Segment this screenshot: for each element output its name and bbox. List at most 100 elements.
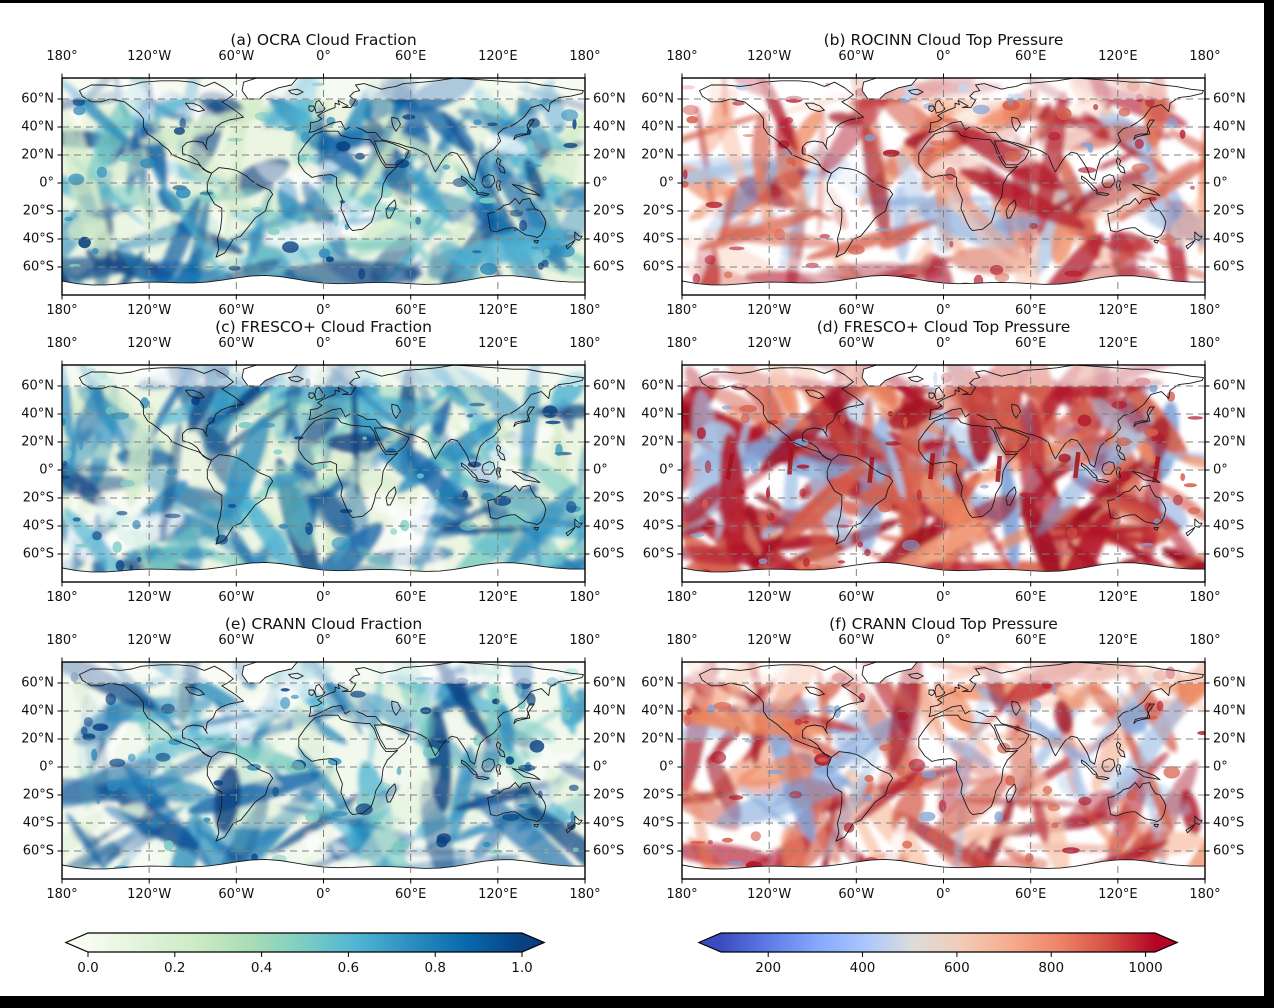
- lat-tick-label-right: 0°: [1213, 462, 1228, 478]
- lon-tick-label-bottom: 60°E: [395, 303, 427, 318]
- panel-title-e: (e) CRANN Cloud Fraction: [224, 615, 423, 633]
- lat-tick-label-left: 60°N: [21, 91, 54, 107]
- lon-tick-label-top: 60°E: [395, 336, 427, 351]
- lat-tick-label-right: 20°S: [1213, 203, 1245, 219]
- lon-tick-label-bottom: 180°: [569, 303, 601, 318]
- lon-tick-label-top: 60°E: [1015, 633, 1047, 648]
- colorbar-gradient-cloud_top_pressure: [697, 932, 1179, 957]
- lat-tick-label-left: 20°S: [642, 203, 674, 219]
- lat-tick-label-left: 40°N: [21, 406, 54, 422]
- lat-tick-label-right: 40°S: [1213, 518, 1245, 534]
- lon-tick-label-top: 120°E: [478, 336, 518, 351]
- lon-tick-label-top: 180°: [46, 49, 78, 64]
- panel-title-b: (b) ROCINN Cloud Top Pressure: [823, 31, 1064, 49]
- colorbar-gradient-cloud_fraction: [64, 932, 546, 957]
- colorbar-tick-label: 0.6: [337, 960, 360, 976]
- lon-tick-label-top: 120°E: [1098, 633, 1138, 648]
- lat-tick-label-right: 0°: [593, 462, 608, 478]
- lat-tick-label-right: 60°N: [593, 91, 626, 107]
- graticule-gridlines: [62, 662, 585, 879]
- lat-tick-label-left: 20°S: [642, 787, 674, 803]
- lon-tick-label-top: 180°: [666, 336, 698, 351]
- lon-tick-label-top: 180°: [1189, 49, 1221, 64]
- lon-tick-label-top: 180°: [666, 633, 698, 648]
- lon-tick-label-top: 60°E: [395, 633, 427, 648]
- lat-tick-label-right: 60°S: [1213, 843, 1245, 859]
- map-border: [681, 77, 1206, 296]
- lon-tick-label-bottom: 120°W: [127, 590, 172, 605]
- lon-tick-label-bottom: 120°W: [747, 887, 792, 902]
- lat-tick-label-left: 40°N: [641, 119, 674, 135]
- lon-tick-label-top: 180°: [569, 633, 601, 648]
- graticule-gridlines: [682, 78, 1205, 295]
- lat-tick-label-left: 20°N: [21, 434, 54, 450]
- lat-tick-label-left: 40°S: [22, 518, 54, 534]
- lon-tick-label-bottom: 60°E: [395, 887, 427, 902]
- lon-tick-label-top: 120°W: [127, 336, 172, 351]
- lat-tick-label-right: 60°S: [593, 259, 625, 275]
- map-a: [57, 73, 590, 300]
- colorbar-tick-label: 1000: [1128, 960, 1163, 976]
- lon-tick-label-bottom: 120°W: [127, 303, 172, 318]
- lat-tick-label-right: 40°S: [593, 815, 625, 831]
- lat-tick-label-left: 60°S: [642, 546, 674, 562]
- lon-tick-label-top: 60°E: [395, 49, 427, 64]
- lat-tick-label-right: 20°N: [593, 731, 626, 747]
- map-d: [677, 360, 1210, 587]
- lat-tick-label-right: 60°N: [1213, 378, 1246, 394]
- lon-tick-label-bottom: 0°: [936, 303, 951, 318]
- lat-tick-label-right: 20°N: [1213, 434, 1246, 450]
- lon-tick-label-bottom: 120°W: [127, 887, 172, 902]
- map-b: [677, 73, 1210, 300]
- lat-tick-label-right: 20°N: [1213, 147, 1246, 163]
- lon-tick-label-top: 180°: [46, 336, 78, 351]
- lon-tick-label-bottom: 180°: [666, 303, 698, 318]
- lat-tick-label-left: 0°: [659, 175, 674, 191]
- lon-tick-label-bottom: 180°: [1189, 887, 1221, 902]
- panel-c-fresco-cloud-fraction: (c) FRESCO+ Cloud Fraction 180° 180° 120°W…: [21, 318, 626, 605]
- lon-tick-label-top: 0°: [936, 336, 951, 351]
- lat-tick-label-right: 60°N: [593, 675, 626, 691]
- lat-tick-label-right: 40°N: [593, 119, 626, 135]
- lat-tick-label-left: 60°S: [22, 843, 54, 859]
- lon-tick-label-bottom: 120°E: [478, 887, 518, 902]
- lat-tick-label-right: 40°N: [593, 703, 626, 719]
- lon-tick-label-bottom: 180°: [569, 887, 601, 902]
- lon-tick-label-bottom: 120°W: [747, 303, 792, 318]
- lat-tick-label-right: 60°N: [1213, 91, 1246, 107]
- lat-tick-label-right: 20°S: [593, 203, 625, 219]
- lat-tick-label-right: 40°N: [1213, 703, 1246, 719]
- lat-tick-label-left: 60°N: [21, 675, 54, 691]
- lon-tick-label-top: 120°W: [747, 49, 792, 64]
- lon-tick-label-top: 120°W: [127, 49, 172, 64]
- lat-tick-label-left: 40°S: [642, 518, 674, 534]
- lat-tick-label-left: 40°S: [642, 815, 674, 831]
- lat-tick-label-left: 0°: [659, 462, 674, 478]
- lon-tick-label-top: 60°W: [838, 49, 875, 64]
- lat-tick-label-left: 40°N: [21, 119, 54, 135]
- lat-tick-label-left: 20°N: [641, 147, 674, 163]
- lon-tick-label-top: 60°E: [1015, 49, 1047, 64]
- lat-tick-label-left: 20°N: [21, 731, 54, 747]
- lon-tick-label-top: 0°: [316, 49, 331, 64]
- axis-ticks: [57, 657, 590, 884]
- lon-tick-label-bottom: 180°: [1189, 590, 1221, 605]
- colorbar-tick-label: 0.2: [164, 960, 186, 976]
- lon-tick-label-bottom: 120°E: [1098, 887, 1138, 902]
- figure-canvas: (a) OCRA Cloud Fraction 180° 180° 120°W 120…: [0, 3, 1264, 996]
- lat-tick-label-left: 60°N: [641, 675, 674, 691]
- lat-tick-label-right: 40°S: [1213, 815, 1245, 831]
- colorbar-tick-label: 200: [755, 960, 782, 976]
- lon-tick-label-bottom: 60°E: [395, 590, 427, 605]
- lat-tick-label-right: 0°: [593, 175, 608, 191]
- lon-tick-label-bottom: 60°W: [218, 887, 255, 902]
- lon-tick-label-top: 120°W: [747, 336, 792, 351]
- lat-tick-label-right: 0°: [593, 759, 608, 775]
- colorbar-tick-label: 0.8: [424, 960, 446, 976]
- colorbar-tick-label: 1.0: [511, 960, 533, 976]
- lat-tick-label-right: 60°S: [593, 843, 625, 859]
- lat-tick-label-left: 60°S: [22, 546, 54, 562]
- lon-tick-label-bottom: 120°E: [1098, 590, 1138, 605]
- lat-tick-label-right: 0°: [1213, 759, 1228, 775]
- lat-tick-label-left: 20°S: [22, 787, 54, 803]
